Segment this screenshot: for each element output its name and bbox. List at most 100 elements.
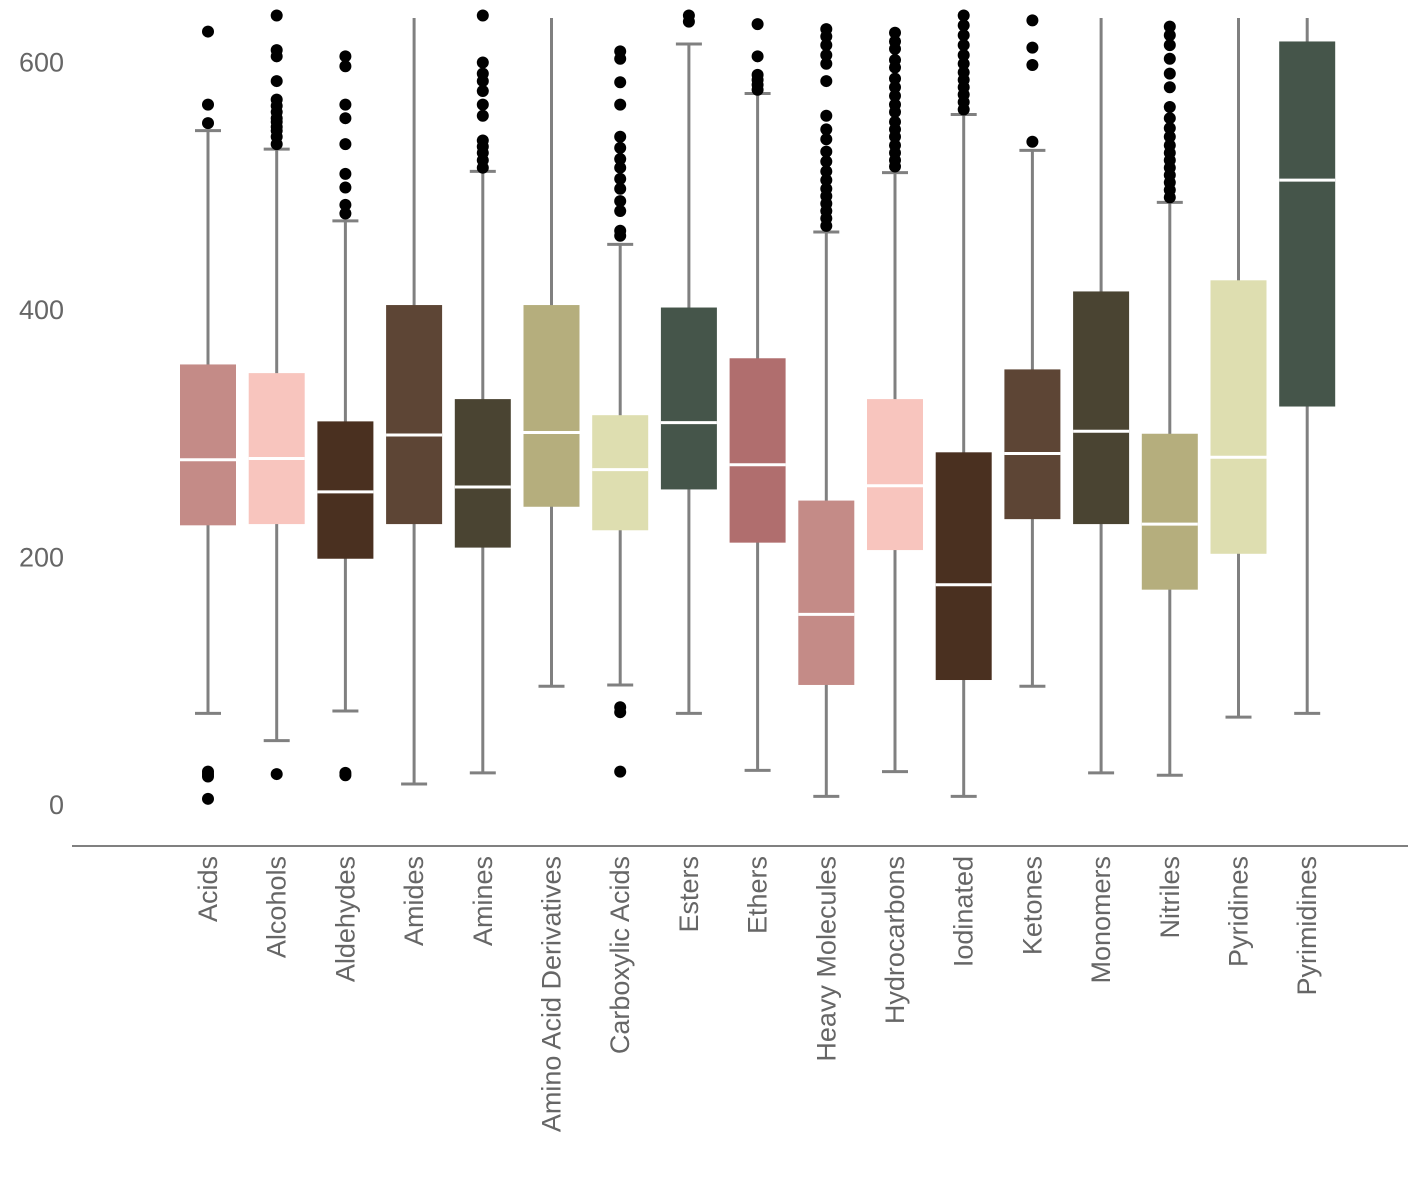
x-tick-label: Esters — [674, 856, 704, 933]
box-group — [317, 50, 374, 782]
box-group — [523, 18, 580, 688]
y-tick-label: 400 — [19, 295, 64, 325]
outlier-point — [476, 109, 489, 122]
outlier-point — [957, 57, 970, 70]
y-axis: 0 200 400 600 — [19, 48, 64, 821]
outlier-point — [1163, 67, 1176, 80]
outlier-point — [820, 165, 833, 178]
x-tick-label: Amines — [468, 856, 498, 946]
outlier-point — [476, 84, 489, 97]
outlier-point — [820, 174, 833, 187]
x-tick-label: Pyrimidines — [1292, 856, 1322, 996]
box — [523, 305, 580, 507]
box-group — [1141, 20, 1198, 777]
outlier-point — [270, 75, 283, 88]
outlier-point — [820, 182, 833, 195]
outlier-point — [820, 145, 833, 158]
x-tick-label: Pyridines — [1224, 856, 1254, 967]
outlier-point — [339, 181, 352, 194]
outlier-point — [1026, 14, 1039, 27]
outlier-point — [270, 44, 283, 57]
outlier-point — [682, 9, 695, 22]
outlier-point — [1163, 130, 1176, 143]
x-tick-label: Iodinated — [949, 856, 979, 967]
box — [1141, 433, 1198, 590]
outlier-point — [820, 49, 833, 62]
x-tick-label: Alcohols — [262, 856, 292, 958]
outlier-point — [1026, 58, 1039, 71]
outlier-point — [614, 130, 627, 143]
outlier-point — [339, 207, 352, 220]
box-group — [248, 9, 305, 781]
x-axis: Acids Alcohols Aldehydes Amides Amines Amino … — [193, 856, 1322, 1132]
outlier-point — [820, 23, 833, 36]
outlier-point — [820, 57, 833, 70]
x-tick-label: Amino Acid Derivatives — [537, 856, 567, 1132]
outlier-point — [889, 89, 901, 102]
box — [317, 421, 374, 559]
outlier-point — [889, 35, 901, 48]
outlier-point — [1026, 41, 1039, 54]
outlier-point — [476, 56, 489, 69]
outlier-point — [339, 98, 352, 111]
outlier-point — [889, 54, 901, 67]
x-tick-label: Monomers — [1086, 856, 1116, 984]
outlier-point — [476, 98, 489, 111]
outlier-point — [614, 765, 627, 778]
outlier-point — [339, 50, 352, 63]
outlier-point — [614, 161, 627, 174]
outlier-point — [202, 25, 214, 38]
y-tick-label: 600 — [19, 48, 64, 78]
box-group — [454, 9, 511, 775]
outlier-point — [957, 49, 970, 62]
outlier-point — [957, 39, 970, 52]
outlier-point — [202, 98, 214, 111]
outlier-point — [889, 72, 901, 85]
outlier-point — [1163, 122, 1176, 135]
x-tick-label: Aldehydes — [330, 856, 360, 982]
box — [867, 399, 923, 551]
outlier-point — [614, 76, 627, 89]
outlier-point — [957, 19, 970, 32]
x-tick-label: Ethers — [743, 856, 773, 934]
outlier-point — [339, 138, 352, 151]
outlier-point — [614, 195, 627, 208]
outlier-point — [751, 50, 764, 63]
outlier-point — [476, 134, 489, 147]
outlier-point — [614, 182, 627, 195]
box-group — [180, 25, 236, 805]
outlier-point — [614, 45, 627, 58]
outlier-point — [889, 81, 901, 94]
y-tick-label: 200 — [19, 543, 64, 573]
outlier-point — [820, 39, 833, 52]
outlier-point — [270, 9, 283, 22]
box-group — [1004, 14, 1061, 688]
outlier-point — [957, 66, 970, 79]
box-group — [592, 45, 649, 778]
box-group — [1279, 18, 1336, 715]
box — [454, 399, 511, 548]
outlier-point — [614, 701, 627, 714]
box — [248, 373, 305, 525]
outlier-point — [339, 112, 352, 125]
box-group — [1210, 18, 1267, 719]
x-tick-label: Heavy Molecules — [811, 856, 841, 1062]
outlier-point — [820, 155, 833, 168]
x-tick-label: Carboxylic Acids — [605, 856, 635, 1054]
outlier-point — [202, 792, 214, 805]
box — [798, 500, 855, 685]
outlier-point — [957, 29, 970, 42]
outlier-point — [614, 224, 627, 237]
outlier-point — [957, 9, 970, 22]
outlier-point — [889, 26, 901, 39]
outlier-point — [1163, 101, 1176, 114]
box — [1279, 41, 1336, 407]
y-tick-label: 0 — [49, 790, 64, 820]
outlier-point — [614, 153, 627, 166]
outlier-point — [270, 768, 283, 781]
x-tick-label: Nitriles — [1155, 856, 1185, 939]
box-group — [798, 23, 855, 798]
outlier-point — [614, 141, 627, 154]
outlier-point — [1163, 29, 1176, 42]
outlier-point — [1163, 81, 1176, 94]
